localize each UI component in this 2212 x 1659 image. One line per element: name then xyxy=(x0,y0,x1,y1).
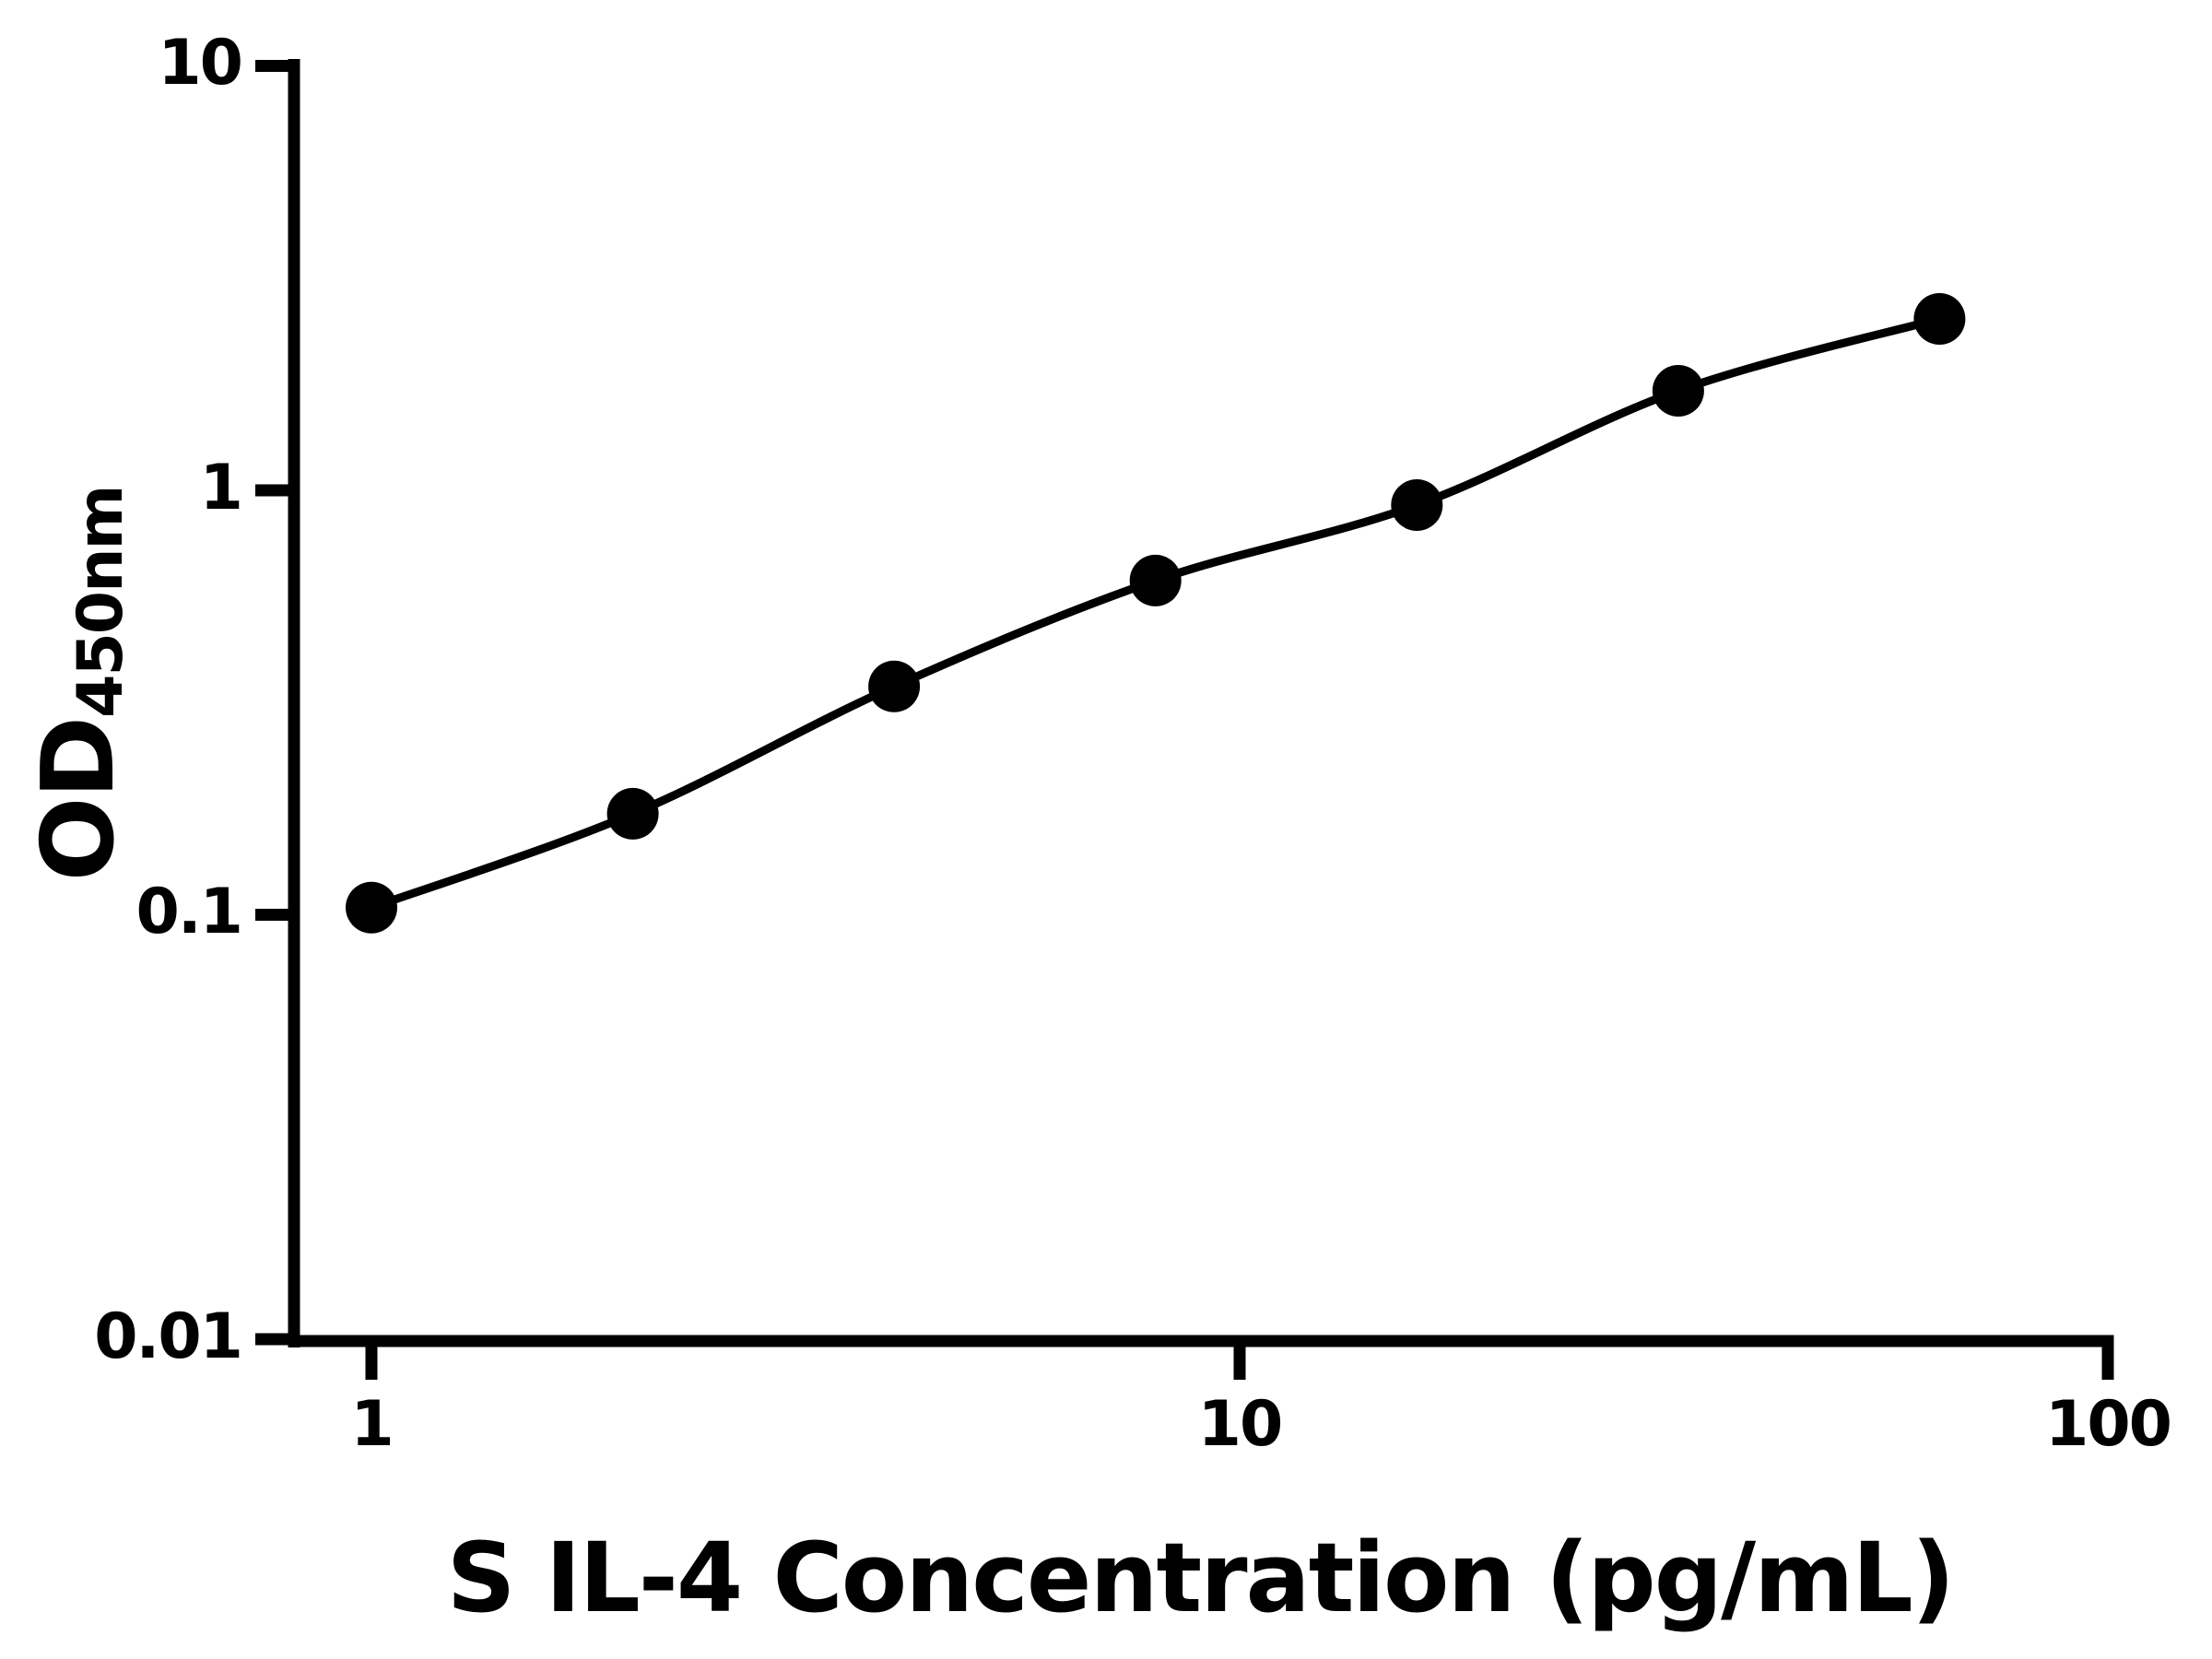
x-axis-title: S IL-4 Concentration (pg/mL) xyxy=(446,1522,1956,1634)
data-point-marker xyxy=(346,881,397,934)
x-tick-label-1: 1 xyxy=(350,1388,394,1461)
data-point-marker xyxy=(1129,554,1182,606)
x-tick-label-10: 10 xyxy=(1197,1388,1284,1461)
y-tick-label-1: 1 xyxy=(199,452,243,525)
y-tick-label-10: 10 xyxy=(158,27,243,100)
y-tick-label-0-1: 0.1 xyxy=(135,876,243,949)
y-tick-label-0-01: 0.01 xyxy=(94,1300,243,1374)
fit-curve xyxy=(367,314,1944,912)
y-axis-title-main: OD xyxy=(21,717,136,882)
data-point-marker xyxy=(1913,293,1966,345)
x-tick-label-100: 100 xyxy=(2045,1388,2172,1461)
data-point-marker xyxy=(606,787,659,840)
data-point-marker xyxy=(868,660,921,712)
y-axis-title-subscript: 450nm xyxy=(65,486,137,718)
data-point-marker xyxy=(1652,365,1704,417)
data-point-marker xyxy=(1391,479,1443,531)
y-axis-title: OD450nm xyxy=(21,487,137,882)
